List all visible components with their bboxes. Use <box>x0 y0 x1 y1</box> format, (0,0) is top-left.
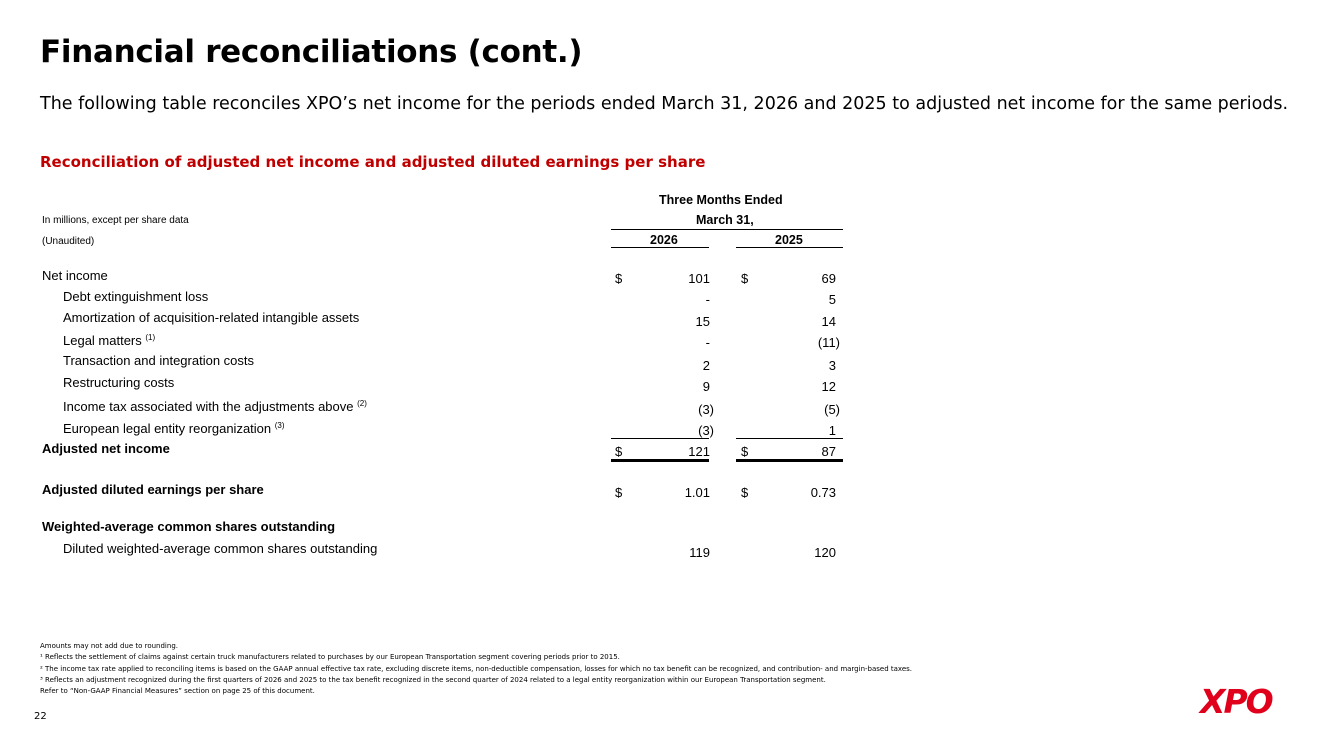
value-2026: 9 <box>702 379 710 394</box>
column-header-2025: 2025 <box>775 233 803 247</box>
total-rule-2025 <box>736 459 843 462</box>
period-header: Three Months Ended <box>659 193 783 207</box>
total-rule-2026 <box>611 459 709 462</box>
page-number: 22 <box>34 711 47 722</box>
column-rule-2026 <box>611 247 709 248</box>
footnote: Refer to “Non-GAAP Financial Measures” s… <box>40 687 315 696</box>
subtotal-rule-2025 <box>736 438 843 439</box>
value-2026: 101 <box>688 271 710 286</box>
footnote: Amounts may not add due to rounding. <box>40 642 178 650</box>
value-2026: 1.01 <box>684 485 710 500</box>
column-rule-2025 <box>736 247 843 248</box>
currency-symbol: $ <box>741 444 749 459</box>
page-title: Financial reconciliations (cont.) <box>40 34 583 70</box>
row-label: European legal entity reorganization (3) <box>63 421 285 436</box>
value-2025: 0.73 <box>810 485 836 500</box>
row-label-text: European legal entity reorganization <box>63 421 272 436</box>
currency-symbol: $ <box>615 271 623 286</box>
value-2026: 15 <box>695 314 710 329</box>
unaudited-note: (Unaudited) <box>42 236 95 247</box>
value-2026: - <box>705 292 710 307</box>
row-label: Restructuring costs <box>63 375 175 390</box>
row-label: Amortization of acquisition-related inta… <box>63 310 360 325</box>
row-label: Adjusted diluted earnings per share <box>42 482 264 497</box>
value-2026: (3) <box>698 423 714 438</box>
header-rule <box>611 229 843 230</box>
value-2025: (11) <box>817 335 840 350</box>
section-header: Weighted-average common shares outstandi… <box>42 519 336 534</box>
units-note: In millions, except per share data <box>42 215 189 226</box>
subtotal-rule-2026 <box>611 438 709 439</box>
row-label: Adjusted net income <box>42 441 170 456</box>
footnotes: Amounts may not add due to rounding. ¹ R… <box>40 641 912 697</box>
column-header-2026: 2026 <box>650 233 678 247</box>
value-2025: 14 <box>821 314 836 329</box>
footnote: ² The income tax rate applied to reconci… <box>40 664 913 673</box>
currency-symbol: $ <box>615 444 623 459</box>
period-date: March 31, <box>696 213 754 227</box>
value-2025: 3 <box>828 358 836 373</box>
row-label-text: Income tax associated with the adjustmen… <box>63 399 354 414</box>
row-label: Legal matters (1) <box>63 333 155 348</box>
row-label: Diluted weighted-average common shares o… <box>63 541 378 556</box>
xpo-logo: XPO <box>1200 682 1274 721</box>
row-label: Income tax associated with the adjustmen… <box>63 399 367 414</box>
row-label: Debt extinguishment loss <box>63 289 209 304</box>
table-subtitle: Reconciliation of adjusted net income an… <box>40 153 706 171</box>
footnote-marker: (3) <box>274 421 285 430</box>
value-2025: 12 <box>821 379 836 394</box>
value-2026: 119 <box>689 545 710 560</box>
value-2025: 1 <box>828 423 836 438</box>
footnote: ¹ Reflects the settlement of claims agai… <box>40 653 620 662</box>
intro-paragraph: The following table reconciles XPO’s net… <box>40 94 1289 114</box>
row-label: Transaction and integration costs <box>63 353 255 368</box>
value-2026: (3) <box>698 402 714 417</box>
currency-symbol: $ <box>741 485 749 500</box>
value-2026: 121 <box>688 444 710 459</box>
footnote-marker: (2) <box>357 399 367 408</box>
value-2025: 120 <box>814 545 836 560</box>
value-2025: 5 <box>828 292 836 307</box>
footnote: ³ Reflects an adjustment recognized duri… <box>40 675 826 684</box>
currency-symbol: $ <box>615 485 623 500</box>
value-2026: 2 <box>702 358 710 373</box>
value-2025: 69 <box>821 271 836 286</box>
row-label: Net income <box>42 268 108 283</box>
footnote-marker: (1) <box>145 333 156 342</box>
value-2025: 87 <box>821 444 836 459</box>
currency-symbol: $ <box>741 271 749 286</box>
value-2026: - <box>705 335 710 350</box>
value-2025: (5) <box>824 402 840 417</box>
row-label-text: Legal matters <box>63 333 142 348</box>
